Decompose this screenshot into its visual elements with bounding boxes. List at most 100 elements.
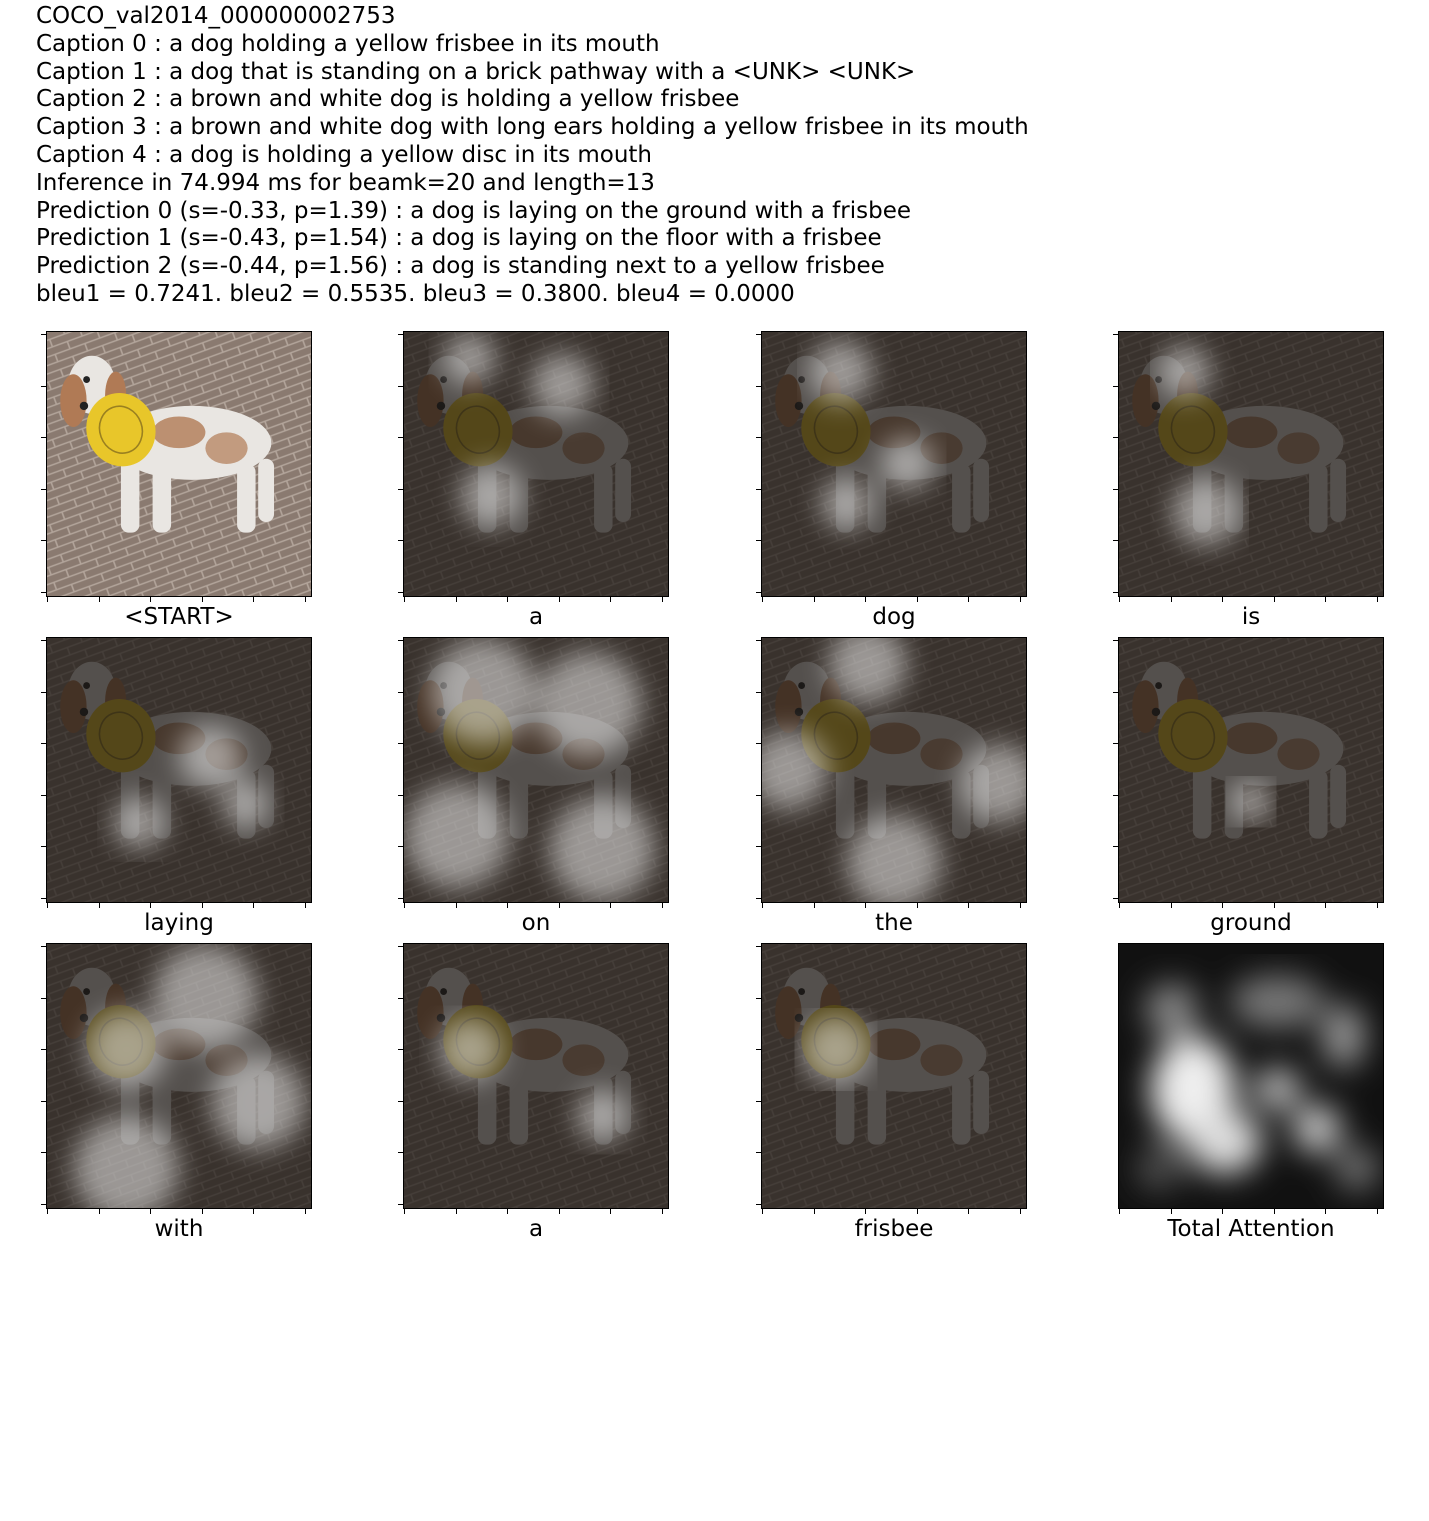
axis-tick <box>610 1209 611 1214</box>
axis-tick <box>455 597 457 602</box>
original-image <box>47 332 311 596</box>
axis-tick <box>1273 903 1275 908</box>
axis-tick <box>41 846 46 847</box>
axis-tick <box>41 334 46 335</box>
axis-tick <box>865 903 866 908</box>
panel-6 <box>761 637 1027 903</box>
axis-tick <box>1325 903 1326 908</box>
attention-overlay-image <box>47 944 311 1208</box>
axis-tick <box>1113 794 1118 796</box>
axis-tick <box>1119 1209 1120 1214</box>
axis-tick <box>398 897 403 899</box>
axis-tick <box>304 597 306 602</box>
axis-tick <box>661 1209 663 1214</box>
axis-tick <box>253 903 254 908</box>
axis-tick <box>41 946 46 947</box>
axis-tick <box>968 597 969 602</box>
axis-tick <box>756 1203 761 1205</box>
axis-tick <box>1019 903 1021 908</box>
axis-tick <box>398 794 403 796</box>
axis-tick <box>756 946 761 947</box>
axis-tick <box>398 640 403 641</box>
attention-overlay-image <box>404 638 668 902</box>
panel-word-label: frisbee <box>854 1216 934 1242</box>
axis-tick <box>1273 1209 1275 1214</box>
axis-tick <box>756 1100 761 1102</box>
axis-tick <box>253 1209 254 1214</box>
axis-tick <box>813 597 815 602</box>
axis-tick <box>813 903 815 908</box>
axis-tick <box>41 1203 46 1205</box>
axis-tick <box>756 334 761 335</box>
axis-tick <box>756 591 761 593</box>
axis-tick <box>762 903 763 908</box>
axis-tick <box>41 743 46 744</box>
axis-tick <box>41 437 46 438</box>
panel-word-label: a <box>528 604 544 630</box>
axis-tick <box>1376 903 1378 908</box>
caption-line-3: Caption 3 : a brown and white dog with l… <box>36 114 1029 141</box>
axis-tick <box>150 1209 151 1214</box>
axis-tick <box>1222 903 1223 908</box>
prediction-line-2: Prediction 2 (s=-0.44, p=1.56) : a dog i… <box>36 253 885 280</box>
axis-tick <box>1113 640 1118 641</box>
axis-tick <box>756 846 761 847</box>
axis-tick <box>41 385 46 387</box>
axis-tick <box>968 903 969 908</box>
panel-word-label: laying <box>144 910 214 936</box>
axis-tick <box>1119 903 1120 908</box>
axis-tick <box>1019 597 1021 602</box>
axis-tick <box>201 1209 203 1214</box>
axis-tick <box>762 1209 763 1214</box>
caption-line-4: Caption 4 : a dog is holding a yellow di… <box>36 141 653 168</box>
panel-11 <box>1118 943 1384 1209</box>
axis-tick <box>558 903 560 908</box>
axis-tick <box>1113 846 1118 847</box>
axis-tick <box>1273 597 1275 602</box>
panel-2 <box>761 331 1027 597</box>
axis-tick <box>398 1152 403 1153</box>
axis-tick <box>762 597 763 602</box>
axis-tick <box>1113 437 1118 438</box>
caption-line-1: Caption 1 : a dog that is standing on a … <box>36 58 916 85</box>
axis-tick <box>98 903 100 908</box>
panel-word-label: is <box>1241 604 1261 630</box>
attention-overlay-image <box>404 332 668 596</box>
panel-7 <box>1118 637 1384 903</box>
axis-tick <box>398 743 403 744</box>
axis-tick <box>968 1209 969 1214</box>
header-text-block: COCO_val2014_000000002753 Caption 0 : a … <box>36 3 1416 309</box>
prediction-line-1: Prediction 1 (s=-0.43, p=1.54) : a dog i… <box>36 225 882 252</box>
axis-tick <box>398 1203 403 1205</box>
attention-overlay-image <box>762 332 1026 596</box>
inference-line: Inference in 74.994 ms for beamk=20 and … <box>36 169 655 196</box>
attention-overlay-image <box>404 944 668 1208</box>
axis-tick <box>41 794 46 796</box>
axis-tick <box>1113 488 1118 490</box>
axis-tick <box>1222 1209 1223 1214</box>
axis-tick <box>1222 597 1223 602</box>
caption-line-2: Caption 2 : a brown and white dog is hol… <box>36 86 740 113</box>
prediction-line-0: Prediction 0 (s=-0.33, p=1.39) : a dog i… <box>36 197 911 224</box>
axis-tick <box>1019 1209 1021 1214</box>
axis-tick <box>1113 385 1118 387</box>
axis-tick <box>756 1152 761 1153</box>
axis-tick <box>756 1049 761 1050</box>
axis-tick <box>150 903 151 908</box>
bleu-line: bleu1 = 0.7241. bleu2 = 0.5535. bleu3 = … <box>36 280 795 307</box>
panel-10 <box>761 943 1027 1209</box>
panel-4 <box>46 637 312 903</box>
axis-tick <box>404 903 405 908</box>
total-attention-heatmap <box>1119 944 1383 1208</box>
axis-tick <box>455 1209 457 1214</box>
axis-tick <box>398 997 403 999</box>
axis-tick <box>455 903 457 908</box>
axis-tick <box>404 597 405 602</box>
axis-tick <box>398 540 403 541</box>
axis-tick <box>756 997 761 999</box>
axis-tick <box>1113 540 1118 541</box>
axis-tick <box>756 540 761 541</box>
axis-tick <box>756 640 761 641</box>
axis-tick <box>1325 597 1326 602</box>
axis-tick <box>41 488 46 490</box>
